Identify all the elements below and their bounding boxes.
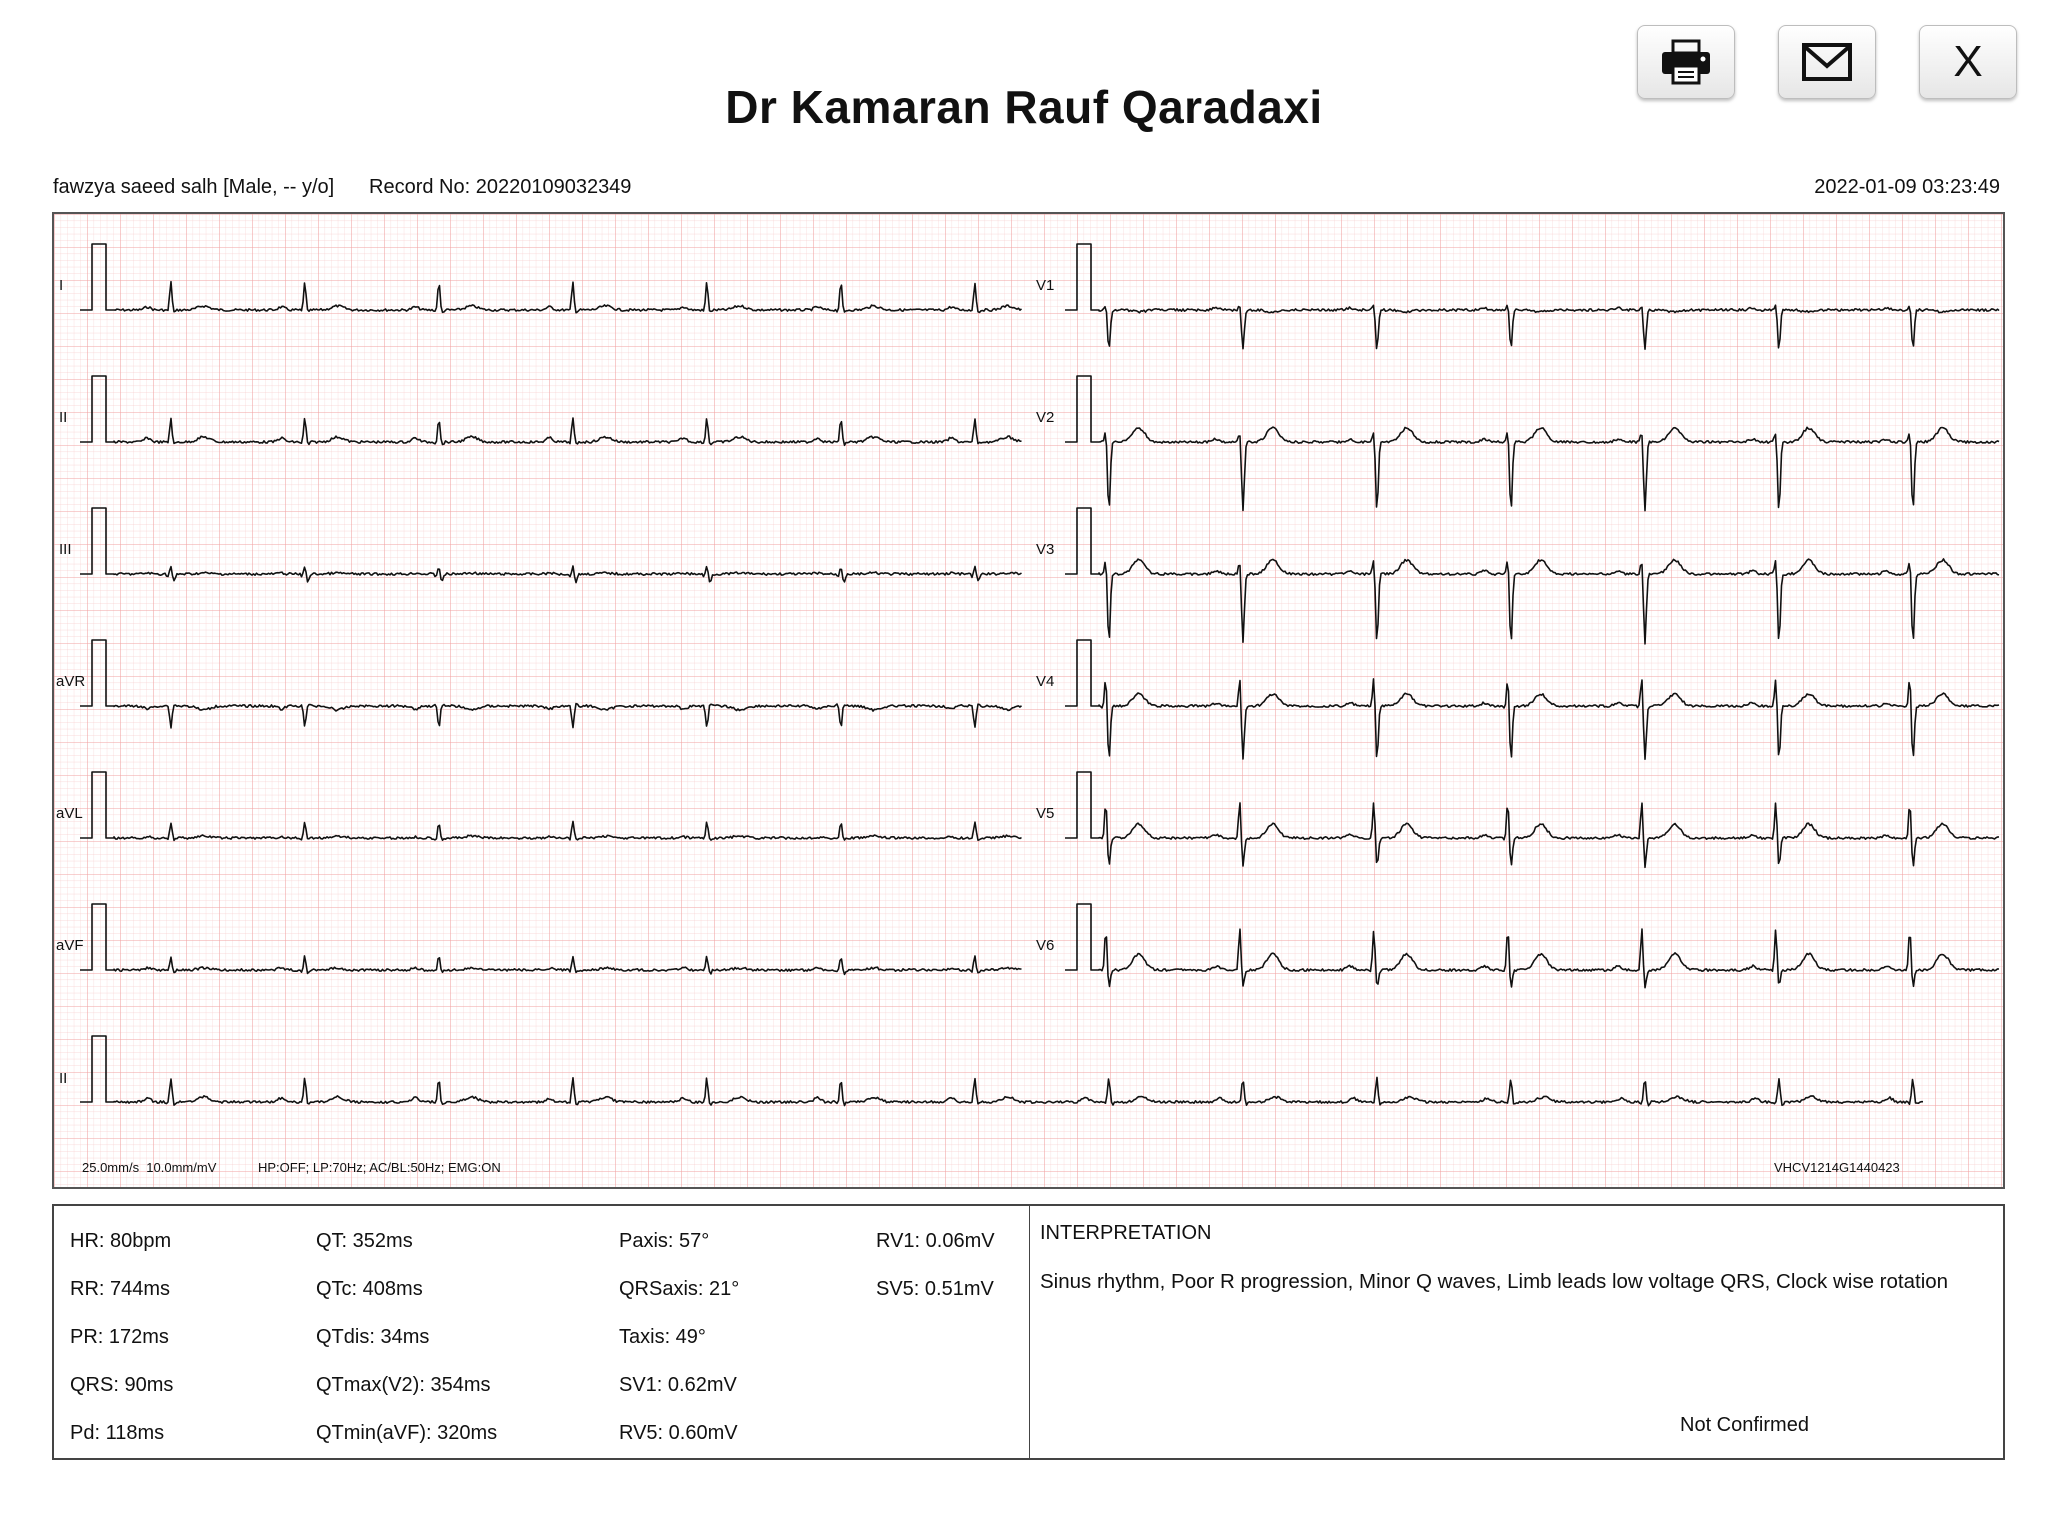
interpretation-panel: INTERPRETATION Sinus rhythm, Poor R prog… [1029, 1204, 2005, 1460]
trace-lead-i [80, 243, 1022, 314]
measurement-qtdis: QTdis: 34ms [316, 1326, 430, 1348]
measurement-taxis: Taxis: 49° [619, 1326, 706, 1348]
record-datetime: 2022-01-09 03:23:49 [1814, 176, 2000, 198]
measurement-qtmax: QTmax(V2): 354ms [316, 1374, 491, 1396]
measurement-sv5: SV5: 0.51mV [876, 1278, 994, 1300]
measurement-qrs: QRS: 90ms [70, 1374, 174, 1396]
lead-label-iii: III [59, 541, 72, 558]
measurement-pd: Pd: 118ms [70, 1422, 165, 1444]
lead-label-v2: V2 [1036, 409, 1054, 426]
patient-info: fawzya saeed salh [Male, -- y/o] [53, 176, 335, 198]
trace-lead-v6 [1065, 903, 2000, 989]
lead-label-v1: V1 [1036, 277, 1054, 294]
lead-label-ii: II [59, 409, 67, 426]
lead-label-v6: V6 [1036, 937, 1054, 954]
trace-lead-v3 [1065, 507, 2000, 645]
trace-lead-avl [80, 771, 1022, 842]
measurement-rv5: RV5: 0.60mV [619, 1422, 738, 1444]
measurement-rr: RR: 744ms [70, 1278, 171, 1300]
envelope-icon [1802, 43, 1852, 81]
measurement-qt: QT: 352ms [316, 1230, 413, 1252]
measurement-pr: PR: 172ms [70, 1326, 169, 1348]
interpretation-title: INTERPRETATION [1040, 1222, 1212, 1244]
ecg-filter-settings: HP:OFF; LP:70Hz; AC/BL:50Hz; EMG:ON [258, 1160, 501, 1175]
lead-label-v4: V4 [1036, 673, 1054, 690]
measurement-sv1: SV1: 0.62mV [619, 1374, 737, 1396]
interpretation-text: Sinus rhythm, Poor R progression, Minor … [1040, 1270, 1949, 1293]
trace-lead-v1 [1065, 243, 2000, 350]
measurement-qtc: QTc: 408ms [316, 1278, 423, 1300]
lead-label-avf: aVF [56, 937, 84, 954]
measurements-panel: HR: 80bpm RR: 744ms PR: 172ms QRS: 90ms … [52, 1204, 1030, 1460]
trace-lead-avf [80, 903, 1022, 976]
trace-rhythm-ii [80, 1035, 1923, 1107]
confirmation-status: Not Confirmed [1680, 1414, 1809, 1436]
close-icon: X [1953, 37, 1983, 86]
measurement-rv1: RV1: 0.06mV [876, 1230, 995, 1252]
measurement-hr: HR: 80bpm [70, 1230, 172, 1252]
lead-label-rhythm-ii: II [59, 1070, 67, 1087]
lead-label-i: I [59, 277, 63, 294]
trace-lead-avr [80, 639, 1023, 729]
trace-lead-iii [80, 507, 1022, 584]
trace-lead-v4 [1065, 639, 2000, 760]
printer-icon [1662, 39, 1710, 85]
close-button[interactable]: X [1919, 25, 2017, 99]
ecg-chart: I II III aVR aVL aVF V1 V2 V3 V4 V5 V6 I… [52, 212, 2005, 1189]
ecg-speed-gain: 25.0mm/s 10.0mm/mV [82, 1160, 217, 1175]
ecg-grid [54, 214, 2003, 1187]
measurement-qtmin: QTmin(aVF): 320ms [316, 1422, 498, 1444]
lead-label-avr: aVR [56, 673, 85, 690]
record-number: Record No: 20220109032349 [369, 176, 632, 198]
trace-lead-v2 [1065, 375, 2000, 512]
page-title: Dr Kamaran Rauf Qaradaxi [725, 81, 1323, 133]
lead-label-avl: aVL [56, 805, 83, 822]
measurement-qrsaxis: QRSaxis: 21° [619, 1278, 740, 1300]
measurement-paxis: Paxis: 57° [619, 1230, 710, 1252]
trace-lead-ii [80, 375, 1022, 447]
email-button[interactable] [1778, 25, 1876, 99]
print-button[interactable] [1637, 25, 1735, 99]
lead-label-v3: V3 [1036, 541, 1054, 558]
ecg-device-id: VHCV1214G1440423 [1774, 1160, 1900, 1175]
lead-label-v5: V5 [1036, 805, 1054, 822]
trace-lead-v5 [1065, 771, 2000, 869]
